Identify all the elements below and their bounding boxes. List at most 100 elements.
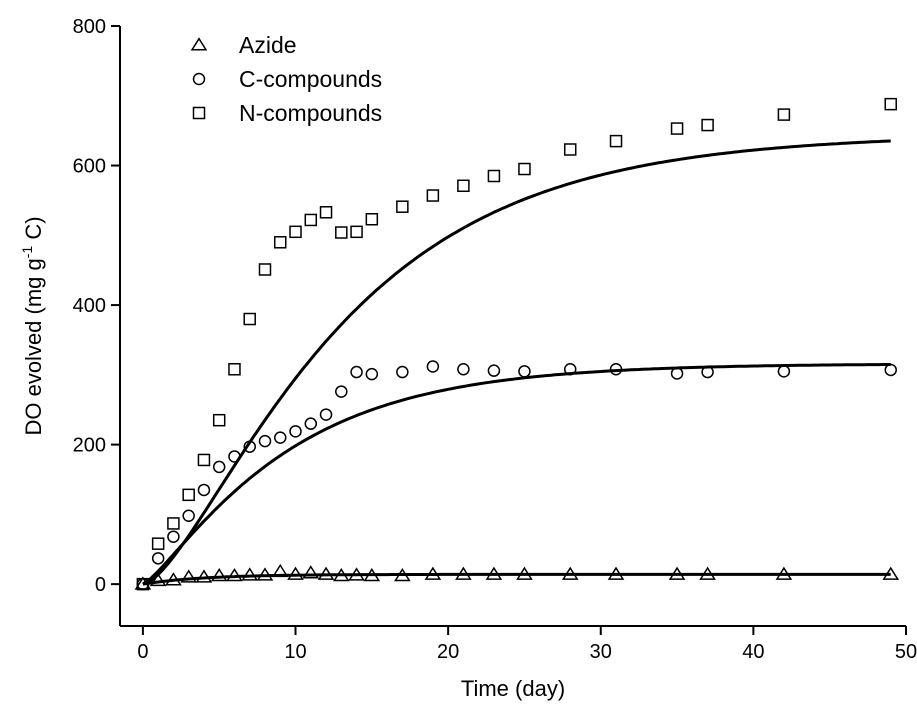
y-tick-label: 400: [73, 295, 106, 317]
x-ticks: 0 10 20 30 40 50: [137, 626, 917, 663]
data-point: [319, 206, 333, 219]
y-axis-title-tail: C): [21, 216, 46, 245]
legend-marker: [192, 106, 206, 120]
data-point: [884, 97, 897, 111]
data-point: [271, 563, 289, 578]
data-point: [180, 569, 197, 583]
data-point: [195, 569, 213, 583]
data-point: [884, 363, 897, 377]
data-point: [151, 537, 165, 550]
data-point: [182, 509, 195, 523]
data-point: [274, 236, 287, 249]
data-point: [243, 440, 256, 453]
legend: Azide C-compounds N-compounds: [190, 32, 382, 126]
legend-label: C-compounds: [239, 66, 382, 92]
fit-lines: [142, 139, 891, 586]
x-axis-title: Time (day): [461, 676, 565, 701]
data-point: [317, 566, 335, 580]
data-point: [882, 566, 900, 580]
fit-line-c-compounds: [142, 363, 891, 586]
data-point: [396, 365, 409, 379]
legend-item-n-compounds: N-compounds: [192, 100, 382, 126]
data-point: [563, 363, 577, 376]
legend-item-azide: Azide: [190, 32, 297, 58]
data-point: [167, 517, 180, 530]
data-point: [487, 364, 501, 377]
data-point: [561, 566, 579, 580]
data-point: [426, 189, 440, 202]
data-point: [670, 122, 684, 135]
data-point: [149, 572, 167, 587]
data-point: [241, 567, 259, 581]
data-point: [609, 363, 623, 376]
y-ticks: 0 200 400 600 800: [73, 16, 120, 596]
legend-marker: [192, 72, 206, 86]
data-point: [609, 134, 623, 148]
data-point: [182, 488, 195, 502]
series-n-compounds: [136, 97, 897, 591]
fit-line-n-compounds: [142, 139, 891, 586]
data-point: [319, 408, 333, 421]
data-point: [197, 453, 211, 467]
plot-area: 0 10 20 30 40 50 0 200 400 600 800: [73, 16, 917, 663]
data-point: [228, 450, 241, 463]
x-tick-label: 40: [742, 641, 764, 663]
data-point: [167, 530, 180, 543]
data-point: [365, 213, 379, 226]
data-point: [212, 460, 226, 474]
y-tick-label: 0: [95, 574, 106, 596]
data-point: [212, 413, 226, 427]
data-point: [243, 312, 256, 326]
data-point: [151, 552, 165, 565]
data-point: [394, 568, 411, 582]
data-point: [210, 568, 228, 582]
data-point: [424, 566, 442, 580]
data-point: [699, 566, 716, 580]
data-point: [274, 431, 287, 444]
data-point: [701, 118, 714, 132]
data-point: [287, 566, 304, 580]
data-point: [256, 567, 274, 581]
series-azide: [134, 563, 900, 590]
data-point: [563, 143, 577, 156]
y-tick-label: 800: [73, 16, 106, 38]
data-point: [670, 367, 684, 380]
data-point: [302, 565, 320, 579]
data-point: [350, 365, 363, 379]
data-point: [516, 566, 533, 580]
data-point: [518, 162, 531, 176]
data-point: [289, 425, 302, 438]
x-tick-label: 20: [437, 641, 459, 663]
x-tick-label: 0: [137, 641, 148, 663]
data-point: [226, 568, 243, 582]
data-point: [258, 434, 272, 448]
y-axis-title-main: DO evolved (mg g: [21, 258, 46, 435]
data-point: [289, 225, 302, 239]
x-tick-label: 30: [590, 641, 612, 663]
legend-label: N-compounds: [239, 100, 382, 126]
y-tick-label: 600: [73, 156, 106, 178]
data-point: [348, 567, 365, 581]
legend-marker: [190, 37, 208, 51]
data-point: [335, 385, 348, 398]
data-markers: [134, 97, 900, 591]
data-point: [332, 568, 350, 582]
x-tick-label: 50: [895, 641, 917, 663]
y-axis-title-superscript: -1: [19, 246, 35, 259]
data-point: [457, 179, 470, 193]
data-point: [363, 568, 381, 582]
data-point: [518, 365, 531, 378]
data-point: [485, 566, 503, 580]
data-point: [457, 363, 470, 376]
data-point: [365, 367, 379, 381]
x-tick-label: 10: [284, 641, 306, 663]
data-point: [228, 363, 241, 376]
data-point: [701, 365, 714, 379]
data-point: [304, 417, 318, 430]
data-point: [134, 576, 152, 590]
data-point: [197, 483, 211, 497]
data-point: [396, 200, 409, 213]
data-point: [777, 365, 791, 378]
data-point: [335, 226, 348, 239]
